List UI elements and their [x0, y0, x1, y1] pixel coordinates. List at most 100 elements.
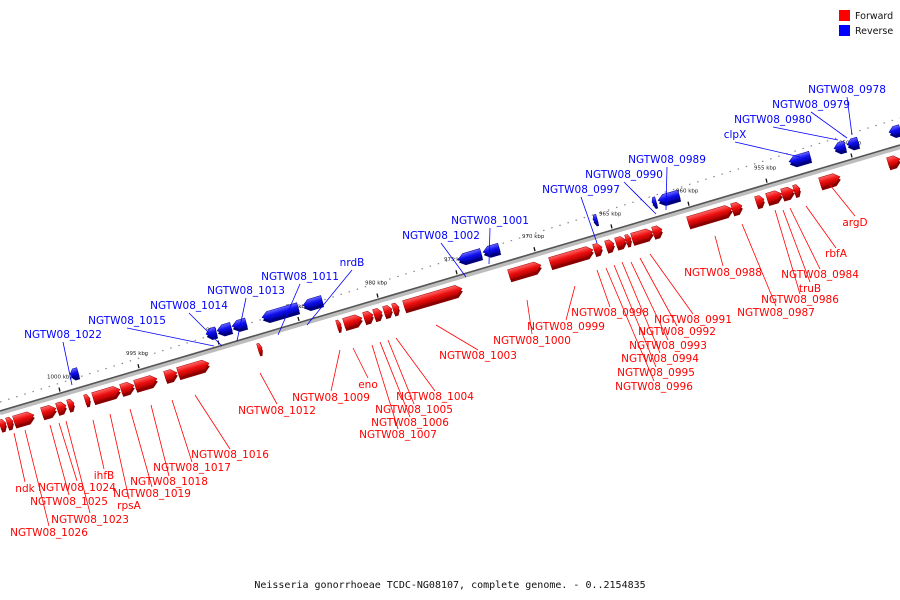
reverse-gene-arrow[interactable]	[833, 140, 848, 156]
gene-label-ngtw08-1002[interactable]: NGTW08_1002	[402, 230, 480, 242]
forward-gene-arrow[interactable]	[792, 184, 803, 199]
forward-gene-arrow[interactable]	[342, 313, 365, 332]
forward-gene-arrow[interactable]	[730, 201, 745, 217]
forward-gene-arrow[interactable]	[335, 319, 344, 334]
reverse-gene-arrow[interactable]	[482, 242, 502, 259]
gene-label-rbfa[interactable]: rbfA	[825, 248, 848, 260]
forward-gene-arrow[interactable]	[686, 204, 735, 230]
gene-label-ngtw08-1006[interactable]: NGTW08_1006	[371, 417, 449, 429]
gene-label-ngtw08-0989[interactable]: NGTW08_0989	[628, 154, 706, 166]
gene-label-ngtw08-1026[interactable]: NGTW08_1026	[10, 527, 88, 539]
forward-gene-arrow[interactable]	[624, 234, 634, 248]
gene-label-ngtw08-1014[interactable]: NGTW08_1014	[150, 300, 228, 312]
gene-label-ngtw08-1024[interactable]: NGTW08_1024	[38, 482, 116, 494]
forward-gene-arrow[interactable]	[548, 245, 596, 271]
forward-gene-arrow[interactable]	[83, 393, 93, 408]
reverse-gene-arrow[interactable]	[205, 326, 219, 341]
gene-label-ngtw08-1011[interactable]: NGTW08_1011	[261, 271, 339, 283]
gene-label-ngtw08-1009[interactable]: NGTW08_1009	[292, 392, 370, 404]
gene-label-ngtw08-1013[interactable]: NGTW08_1013	[207, 285, 285, 297]
gene-label-ngtw08-1007[interactable]: NGTW08_1007	[359, 429, 437, 441]
forward-gene-arrow[interactable]	[614, 235, 629, 251]
forward-gene-arrow[interactable]	[818, 172, 843, 191]
reverse-gene-arrow[interactable]	[788, 150, 813, 169]
gene-label-ngtw08-1018[interactable]: NGTW08_1018	[130, 476, 208, 488]
forward-gene-arrow[interactable]	[55, 401, 69, 416]
forward-gene-arrow[interactable]	[119, 381, 137, 397]
gene-label-ngtw08-0984[interactable]: NGTW08_0984	[781, 269, 859, 281]
reverse-gene-arrow[interactable]	[69, 367, 81, 382]
gene-label-ngtw08-1000[interactable]: NGTW08_1000	[493, 335, 571, 347]
gene-label-trub[interactable]: truB	[799, 283, 821, 295]
gene-label-ngtw08-1025[interactable]: NGTW08_1025	[30, 496, 108, 508]
forward-gene-arrow[interactable]	[630, 227, 656, 246]
gene-label-ngtw08-0988[interactable]: NGTW08_0988	[684, 267, 762, 279]
forward-gene-arrow[interactable]	[133, 374, 160, 393]
forward-gene-arrow[interactable]	[91, 385, 123, 406]
forward-gene-arrow[interactable]	[754, 194, 767, 210]
forward-gene-arrow[interactable]	[391, 302, 402, 317]
forward-gene-arrow[interactable]	[886, 154, 900, 171]
reverse-gene-arrow[interactable]	[231, 317, 249, 334]
reverse-gene-arrow[interactable]	[888, 124, 900, 140]
gene-label-ngtw08-0995[interactable]: NGTW08_0995	[617, 367, 695, 379]
reverse-gene-arrow[interactable]	[457, 248, 484, 267]
gene-label-ngtw08-1012[interactable]: NGTW08_1012	[238, 405, 316, 417]
gene-label-ngtw08-0999[interactable]: NGTW08_0999	[527, 321, 605, 333]
gene-label-ngtw08-0986[interactable]: NGTW08_0986	[761, 294, 839, 306]
forward-gene-arrow[interactable]	[5, 416, 16, 431]
reverse-gene-arrow[interactable]	[302, 295, 325, 313]
forward-gene-arrow[interactable]	[604, 239, 617, 254]
gene-label-ngtw08-1005[interactable]: NGTW08_1005	[375, 404, 453, 416]
reverse-gene-arrow[interactable]	[592, 213, 600, 227]
forward-gene-arrow[interactable]	[163, 368, 180, 384]
gene-label-ngtw08-0998[interactable]: NGTW08_0998	[571, 307, 649, 319]
gene-label-argd[interactable]: argD	[842, 217, 867, 229]
forward-gene-arrow[interactable]	[592, 242, 605, 258]
forward-gene-arrow[interactable]	[507, 260, 544, 283]
reverse-gene-arrow[interactable]	[651, 196, 659, 210]
gene-label-ngtw08-0990[interactable]: NGTW08_0990	[585, 169, 663, 181]
gene-label-ngtw08-1015[interactable]: NGTW08_1015	[88, 315, 166, 327]
gene-label-rpsa[interactable]: rpsA	[117, 500, 141, 512]
gene-label-clpx[interactable]: clpX	[724, 129, 747, 141]
forward-gene-arrow[interactable]	[12, 410, 37, 429]
forward-gene-arrow[interactable]	[176, 358, 212, 381]
forward-gene-arrow[interactable]	[780, 186, 797, 202]
reverse-gene-arrow[interactable]	[657, 189, 682, 208]
gene-label-eno[interactable]: eno	[358, 379, 378, 391]
gene-label-ngtw08-1019[interactable]: NGTW08_1019	[113, 488, 191, 500]
gene-label-ngtw08-1001[interactable]: NGTW08_1001	[451, 215, 529, 227]
reverse-gene-arrow[interactable]	[846, 136, 861, 152]
forward-gene-arrow[interactable]	[66, 398, 77, 413]
forward-gene-arrow[interactable]	[372, 307, 385, 323]
forward-gene-arrow[interactable]	[765, 189, 785, 206]
gene-label-ngtw08-0996[interactable]: NGTW08_0996	[615, 381, 693, 393]
gene-label-ngtw08-0993[interactable]: NGTW08_0993	[629, 340, 707, 352]
gene-label-ndk[interactable]: ndk	[15, 483, 35, 495]
gene-label-ngtw08-0991[interactable]: NGTW08_0991	[654, 314, 732, 326]
gene-label-ngtw08-0997[interactable]: NGTW08_0997	[542, 184, 620, 196]
gene-label-ngtw08-1016[interactable]: NGTW08_1016	[191, 449, 269, 461]
gene-label-nrdb[interactable]: nrdB	[340, 257, 365, 269]
gene-label-ngtw08-0979[interactable]: NGTW08_0979	[772, 99, 850, 111]
forward-gene-arrow[interactable]	[402, 284, 465, 314]
gene-label-ngtw08-0987[interactable]: NGTW08_0987	[737, 307, 815, 319]
gene-label-ngtw08-1023[interactable]: NGTW08_1023	[51, 514, 129, 526]
forward-gene-arrow[interactable]	[40, 404, 59, 421]
forward-gene-arrow[interactable]	[256, 343, 265, 357]
gene-label-ngtw08-0978[interactable]: NGTW08_0978	[808, 84, 886, 96]
gene-label-ihfb[interactable]: ihfB	[94, 470, 114, 482]
forward-gene-arrow[interactable]	[651, 225, 665, 240]
gene-label-ngtw08-0980[interactable]: NGTW08_0980	[734, 114, 812, 126]
forward-gene-arrow[interactable]	[382, 304, 395, 320]
gene-label-ngtw08-1003[interactable]: NGTW08_1003	[439, 350, 517, 362]
reverse-gene-arrow[interactable]	[216, 322, 234, 338]
reverse-gene-arrow[interactable]	[261, 302, 301, 325]
gene-label-ngtw08-1022[interactable]: NGTW08_1022	[24, 329, 102, 341]
forward-gene-arrow[interactable]	[362, 310, 376, 326]
gene-label-ngtw08-1017[interactable]: NGTW08_1017	[153, 462, 231, 474]
gene-label-ngtw08-0994[interactable]: NGTW08_0994	[621, 353, 699, 365]
gene-label-ngtw08-1004[interactable]: NGTW08_1004	[396, 391, 474, 403]
forward-gene-arrow[interactable]	[0, 418, 8, 433]
